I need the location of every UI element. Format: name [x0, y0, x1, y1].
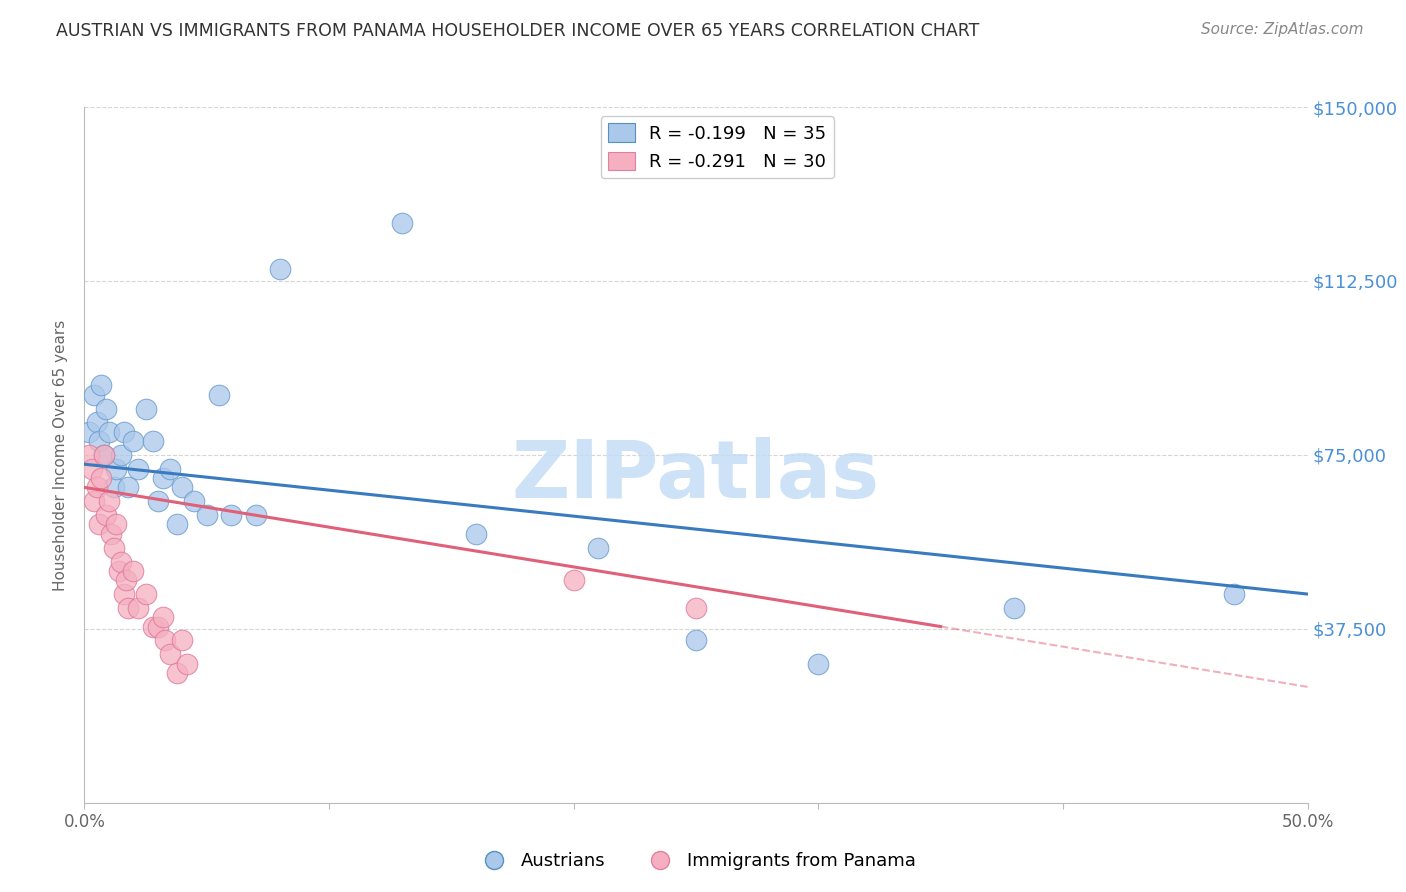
Point: [127, 601, 149, 615]
Point: [77, 448, 100, 462]
Point: [103, 541, 125, 555]
Point: [176, 657, 198, 671]
Point: [122, 434, 145, 448]
Point: [135, 401, 157, 416]
Point: [110, 448, 132, 462]
Point: [1223, 587, 1246, 601]
Point: [153, 633, 176, 648]
Point: [93, 448, 115, 462]
Point: [562, 573, 585, 587]
Text: AUSTRIAN VS IMMIGRANTS FROM PANAMA HOUSEHOLDER INCOME OVER 65 YEARS CORRELATION : AUSTRIAN VS IMMIGRANTS FROM PANAMA HOUSE…: [56, 22, 980, 40]
Point: [152, 471, 174, 485]
Point: [90, 378, 112, 392]
Text: Source: ZipAtlas.com: Source: ZipAtlas.com: [1201, 22, 1364, 37]
Y-axis label: Householder Income Over 65 years: Householder Income Over 65 years: [53, 319, 69, 591]
Point: [135, 587, 157, 601]
Point: [100, 526, 122, 541]
Point: [97, 494, 120, 508]
Legend: Austrians, Immigrants from Panama: Austrians, Immigrants from Panama: [468, 845, 924, 877]
Point: [117, 601, 139, 615]
Point: [142, 619, 165, 633]
Point: [807, 657, 830, 671]
Point: [172, 633, 194, 648]
Point: [110, 555, 132, 569]
Point: [142, 434, 165, 448]
Point: [195, 508, 218, 523]
Point: [146, 494, 169, 508]
Point: [83, 494, 105, 508]
Point: [269, 262, 291, 277]
Point: [80, 462, 103, 476]
Point: [115, 573, 138, 587]
Point: [159, 648, 181, 662]
Point: [96, 401, 118, 416]
Point: [464, 526, 486, 541]
Point: [86, 416, 108, 430]
Point: [105, 517, 128, 532]
Point: [87, 434, 110, 448]
Point: [391, 216, 413, 230]
Point: [77, 425, 100, 439]
Point: [122, 564, 145, 578]
Point: [1002, 601, 1025, 615]
Point: [152, 610, 174, 624]
Point: [83, 387, 105, 401]
Point: [105, 462, 128, 476]
Point: [117, 480, 139, 494]
Point: [96, 508, 118, 523]
Point: [112, 425, 135, 439]
Point: [107, 564, 129, 578]
Point: [208, 387, 231, 401]
Point: [172, 480, 194, 494]
Point: [127, 462, 149, 476]
Point: [685, 633, 707, 648]
Point: [103, 480, 125, 494]
Point: [97, 425, 120, 439]
Point: [166, 665, 188, 680]
Point: [159, 462, 181, 476]
Point: [586, 541, 609, 555]
Point: [166, 517, 188, 532]
Point: [87, 517, 110, 532]
Point: [90, 471, 112, 485]
Point: [86, 480, 108, 494]
Point: [93, 448, 115, 462]
Point: [245, 508, 267, 523]
Point: [112, 587, 135, 601]
Point: [685, 601, 707, 615]
Text: ZIPatlas: ZIPatlas: [512, 437, 880, 515]
Point: [146, 619, 169, 633]
Point: [183, 494, 205, 508]
Point: [219, 508, 242, 523]
